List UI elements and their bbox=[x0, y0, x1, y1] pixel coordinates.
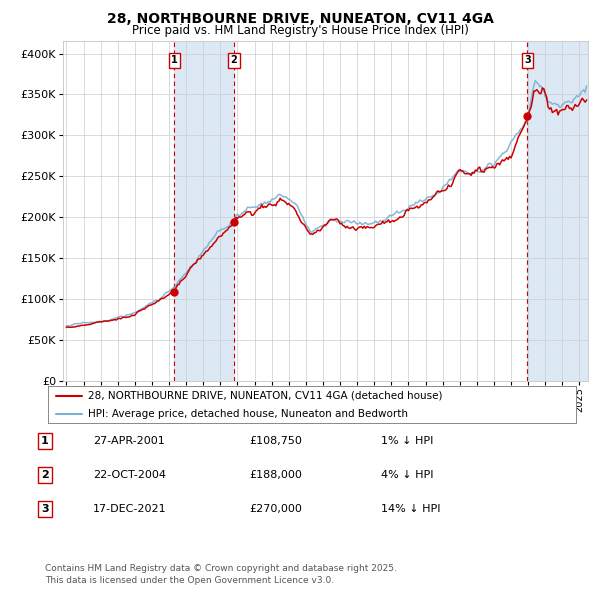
Text: 27-APR-2001: 27-APR-2001 bbox=[93, 436, 165, 445]
Text: Contains HM Land Registry data © Crown copyright and database right 2025.
This d: Contains HM Land Registry data © Crown c… bbox=[45, 565, 397, 585]
Text: 1% ↓ HPI: 1% ↓ HPI bbox=[381, 436, 433, 445]
Text: £108,750: £108,750 bbox=[249, 436, 302, 445]
Text: Price paid vs. HM Land Registry's House Price Index (HPI): Price paid vs. HM Land Registry's House … bbox=[131, 24, 469, 37]
Text: 1: 1 bbox=[41, 436, 49, 445]
Text: 28, NORTHBOURNE DRIVE, NUNEATON, CV11 4GA: 28, NORTHBOURNE DRIVE, NUNEATON, CV11 4G… bbox=[107, 12, 493, 26]
Text: 28, NORTHBOURNE DRIVE, NUNEATON, CV11 4GA (detached house): 28, NORTHBOURNE DRIVE, NUNEATON, CV11 4G… bbox=[88, 391, 442, 401]
Text: 14% ↓ HPI: 14% ↓ HPI bbox=[381, 504, 440, 514]
Text: 3: 3 bbox=[524, 55, 531, 65]
Bar bbox=[175, 41, 234, 381]
Bar bbox=[527, 41, 588, 381]
Text: HPI: Average price, detached house, Nuneaton and Bedworth: HPI: Average price, detached house, Nune… bbox=[88, 409, 407, 419]
Text: 17-DEC-2021: 17-DEC-2021 bbox=[93, 504, 167, 514]
Text: £188,000: £188,000 bbox=[249, 470, 302, 480]
Text: £270,000: £270,000 bbox=[249, 504, 302, 514]
Text: 2: 2 bbox=[230, 55, 238, 65]
Text: 3: 3 bbox=[41, 504, 49, 514]
Text: 2: 2 bbox=[41, 470, 49, 480]
Text: 22-OCT-2004: 22-OCT-2004 bbox=[93, 470, 166, 480]
Text: 1: 1 bbox=[171, 55, 178, 65]
Text: 4% ↓ HPI: 4% ↓ HPI bbox=[381, 470, 433, 480]
